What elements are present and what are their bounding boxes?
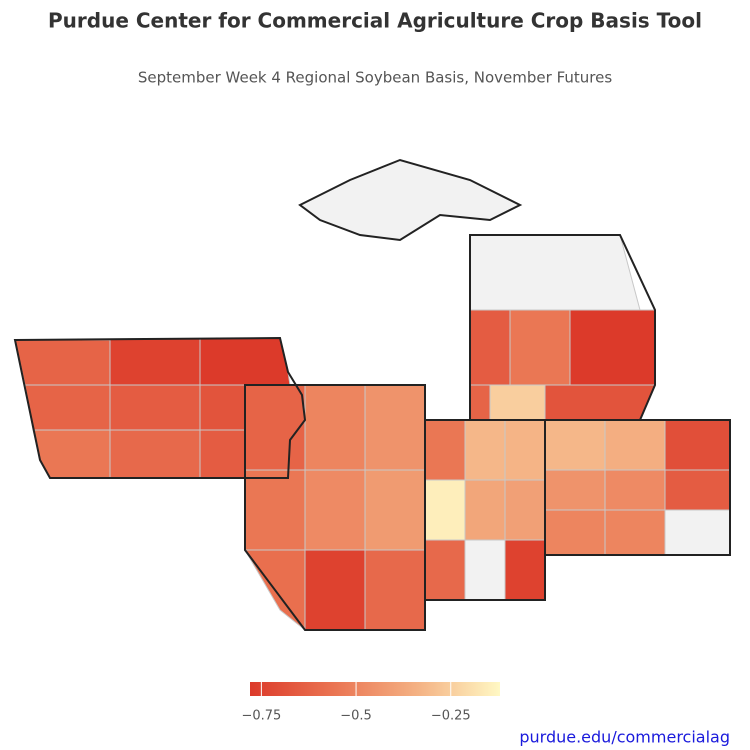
region: [304, 384, 366, 471]
source-link[interactable]: purdue.edu/commercialag: [519, 728, 730, 747]
region: [544, 384, 656, 421]
region: [604, 419, 666, 471]
region: [664, 419, 731, 471]
region: [364, 549, 426, 631]
region: [244, 469, 306, 551]
region: [544, 509, 606, 556]
regions: [14, 159, 731, 632]
region: [24, 384, 111, 431]
region: [469, 234, 641, 311]
region: [304, 469, 366, 551]
region: [664, 509, 731, 556]
region: [244, 384, 306, 471]
region: [664, 469, 731, 511]
region: [109, 429, 201, 479]
colorbar-tick-label: −0.5: [340, 709, 372, 724]
state-outlines: [13, 158, 731, 631]
region: [109, 338, 201, 386]
colorbar-tick-label: −0.75: [241, 709, 281, 724]
region: [464, 479, 506, 541]
region: [424, 539, 466, 601]
region: [424, 479, 466, 541]
region: [489, 384, 546, 421]
region: [504, 479, 546, 541]
region: [304, 549, 366, 631]
region: [364, 469, 426, 551]
colorbar: [250, 682, 500, 696]
region: [424, 419, 466, 481]
region: [569, 309, 656, 386]
colorbar-ticks: −0.75 −0.5 −0.25: [241, 682, 471, 724]
region: [299, 159, 522, 241]
region: [464, 539, 506, 601]
region: [504, 419, 546, 481]
region: [604, 509, 666, 556]
chart-title: Purdue Center for Commercial Agriculture…: [48, 9, 702, 33]
region: [604, 469, 666, 511]
region: [544, 469, 606, 511]
region: [32, 429, 111, 479]
region: [469, 384, 491, 421]
region: [464, 419, 506, 481]
region: [509, 309, 571, 386]
region: [364, 384, 426, 471]
region: [14, 339, 111, 386]
region: [109, 384, 201, 431]
region: [544, 419, 606, 471]
region: [469, 309, 511, 386]
colorbar-tick-label: −0.25: [431, 709, 471, 724]
region: [504, 539, 546, 601]
chart-subtitle: September Week 4 Regional Soybean Basis,…: [138, 69, 613, 87]
region: [199, 337, 291, 386]
